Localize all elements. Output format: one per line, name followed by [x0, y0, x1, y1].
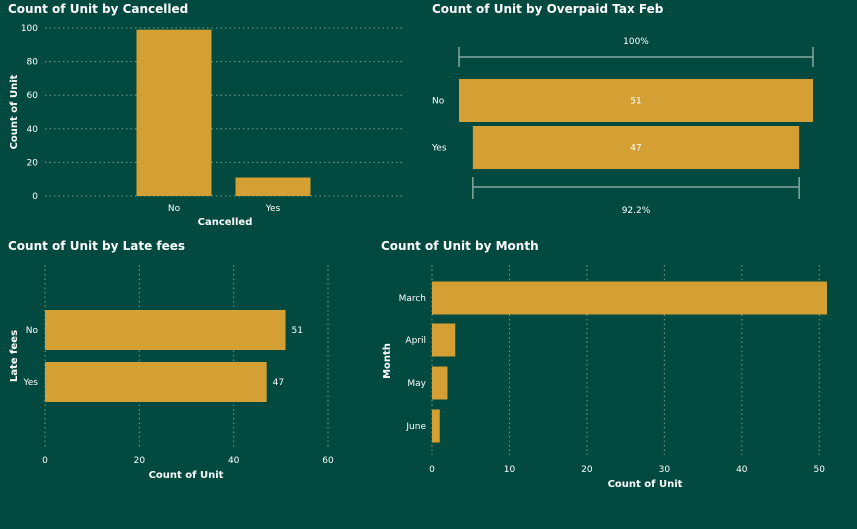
x-tick-label: Yes	[265, 204, 281, 214]
bar-april	[432, 323, 456, 357]
bar-march	[432, 281, 827, 315]
y-tick-label: 60	[27, 91, 39, 101]
y-tick-label: 100	[21, 24, 38, 34]
x-tick-label: 60	[322, 456, 334, 466]
bar-no	[45, 310, 286, 350]
y-tick-label: March	[399, 294, 426, 304]
data-label: 51	[292, 326, 303, 336]
category-label: Yes	[431, 144, 447, 154]
x-axis-label: Count of Unit	[608, 479, 683, 490]
y-tick-label: No	[26, 326, 39, 336]
y-tick-label: 80	[27, 58, 39, 68]
chart-title: Count of Unit by Month	[381, 239, 539, 253]
top-annotation: 100%	[623, 37, 649, 47]
x-tick-label: 0	[429, 465, 435, 475]
bar-june	[432, 409, 440, 443]
x-tick-label: 10	[504, 465, 516, 475]
y-tick-label: 20	[27, 158, 39, 168]
x-tick-label: 30	[659, 465, 671, 475]
chart-cancelled: Count of Unit by Cancelled 0 20 40 60 80 100 No…	[8, 2, 405, 228]
data-label: 51	[630, 97, 641, 107]
chart-late-fees: Count of Unit by Late fees 0 20 40 60 51 No 47 Y…	[8, 239, 334, 481]
y-tick-label: 40	[27, 125, 39, 135]
chart-title: Count of Unit by Cancelled	[8, 2, 188, 16]
bottom-annotation: 92.2%	[622, 206, 651, 216]
bar-may	[432, 366, 448, 400]
funnel-bar-no	[459, 79, 813, 122]
y-tick-label: 0	[32, 192, 38, 202]
x-tick-label: 40	[736, 465, 748, 475]
chart-title: Count of Unit by Overpaid Tax Feb	[432, 2, 664, 16]
x-tick-label: 0	[42, 456, 48, 466]
x-axis-label: Count of Unit	[149, 470, 224, 481]
data-label: 47	[273, 378, 284, 388]
y-axis-label: Month	[382, 343, 393, 379]
bar-yes	[45, 362, 267, 402]
bar-no	[136, 29, 212, 197]
funnel-bar-yes	[472, 126, 800, 169]
chart-overpaid-tax-feb: Count of Unit by Overpaid Tax Feb 100% 51 N…	[431, 2, 814, 216]
chart-title: Count of Unit by Late fees	[8, 239, 185, 253]
y-tick-label: Yes	[22, 378, 38, 388]
x-axis-label: Cancelled	[198, 217, 253, 228]
x-tick-label: 20	[581, 465, 593, 475]
category-label: No	[432, 97, 445, 107]
y-axis-label: Late fees	[9, 330, 20, 382]
x-tick-label: 20	[134, 456, 146, 466]
y-tick-label: May	[407, 379, 426, 389]
y-tick-label: April	[405, 336, 426, 346]
bar-yes	[235, 177, 311, 196]
y-axis-label: Count of Unit	[9, 74, 20, 149]
y-tick-label: June	[405, 422, 426, 432]
x-tick-label: 50	[814, 465, 826, 475]
chart-month: Count of Unit by Month 0 10 20 30 40 50 March Ap…	[381, 239, 827, 490]
x-tick-label: 40	[228, 456, 240, 466]
x-tick-label: No	[168, 204, 181, 214]
data-label: 47	[630, 144, 641, 154]
